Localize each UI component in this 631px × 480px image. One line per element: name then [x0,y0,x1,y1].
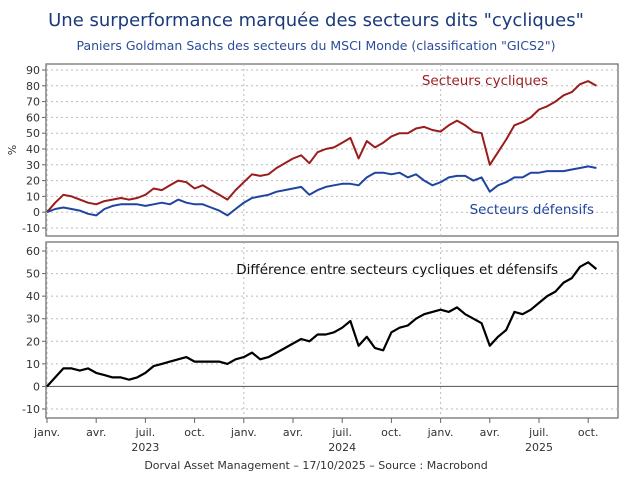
x-year-label: 2023 [131,441,159,454]
plot-frame [45,241,619,419]
x-tick-label: juil. [331,426,352,439]
y-tick-label: 20 [26,335,40,348]
y-tick-label: 60 [26,111,40,124]
y-tick-label: -10 [22,403,40,416]
x-tick-label: janv. [33,426,60,439]
legend-label-difference: Différence entre secteurs cycliques et d… [236,262,558,278]
x-tick-label: avr. [283,426,303,439]
top-panel: -10 0 10 20 30 40 50 60 70 80 90% Secteurs cyclique… [6,63,619,237]
series-line-difference [46,261,598,388]
chart-subtitle: Paniers Goldman Sachs des secteurs du MS… [77,38,556,53]
series-line-defensive [46,165,597,217]
y-tick-label: 20 [26,175,40,188]
y-tick-label: 10 [26,358,40,371]
y-tick-label: 0 [33,206,40,219]
legend-label-cyclical: Secteurs cycliques [422,73,548,89]
y-tick-label: 40 [26,143,40,156]
x-tick-label: avr. [480,426,500,439]
x-tick-label: oct. [381,426,402,439]
y-tick-label: 40 [26,290,40,303]
y-tick-label: 50 [26,127,40,140]
y-axis-label: % [6,145,19,155]
y-tick-label: 70 [26,96,40,109]
chart-title: Une surperformance marquée des secteurs … [48,10,584,31]
x-tick-label: avr. [86,426,106,439]
y-tick-label: -10 [22,222,40,235]
y-tick-label: 50 [26,268,40,281]
x-tick-label: janv. [427,426,454,439]
series-line-cyclical [46,80,597,213]
x-tick-label: oct. [578,426,599,439]
x-year-label: 2024 [328,441,356,454]
y-tick-label: 0 [33,380,40,393]
y-tick-label: 30 [26,159,40,172]
footer-source: Dorval Asset Management – 17/10/2025 – S… [144,459,487,472]
y-tick-label: 30 [26,313,40,326]
x-year-label: 2025 [525,441,553,454]
legend-label-defensive: Secteurs défensifs [470,202,594,218]
plot-frame [45,63,619,237]
x-tick-label: oct. [184,426,205,439]
y-tick-label: 10 [26,190,40,203]
x-tick-label: juil. [528,426,549,439]
bottom-panel: -10 0 10 20 30 40 50 60 Différence entre secteur… [22,241,619,454]
y-tick-label: 90 [26,64,40,77]
x-tick-label: janv. [230,426,257,439]
x-tick-label: juil. [135,426,156,439]
y-tick-label: 60 [26,245,40,258]
y-tick-label: 80 [26,80,40,93]
